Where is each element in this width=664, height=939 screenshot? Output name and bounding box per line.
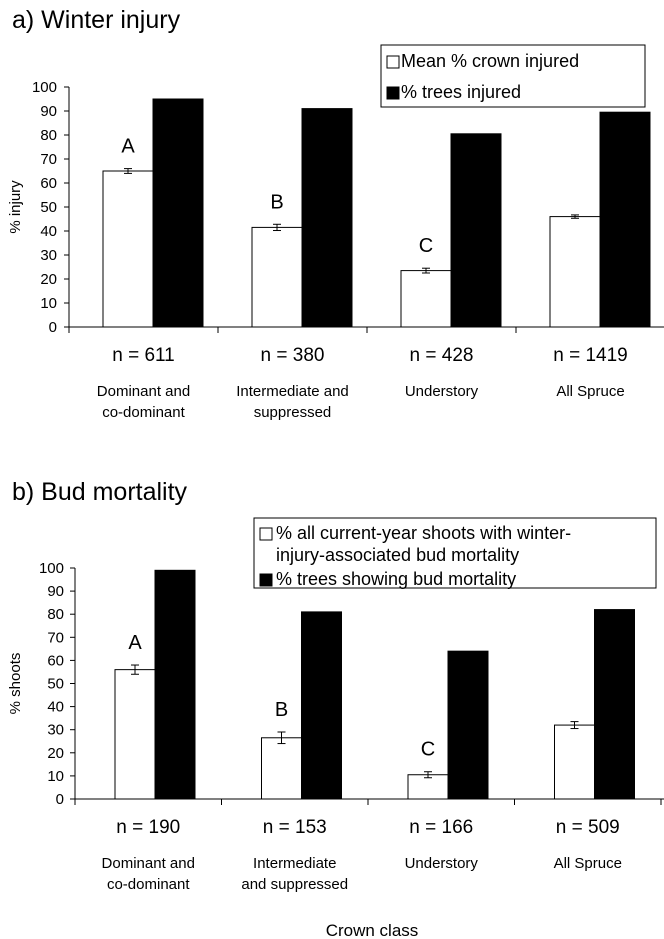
sample-size-label: n = 428 bbox=[410, 345, 474, 366]
bar-black bbox=[301, 611, 342, 800]
y-tick-label: 90 bbox=[47, 583, 64, 600]
legend-swatch bbox=[386, 86, 400, 100]
legend-swatch bbox=[259, 573, 273, 587]
significance-letter: C bbox=[419, 235, 433, 257]
y-tick-label: 40 bbox=[40, 223, 57, 240]
legend-entry: Mean % crown injured bbox=[401, 51, 579, 71]
significance-letter: A bbox=[128, 632, 142, 654]
significance-letter: B bbox=[275, 699, 288, 721]
y-tick-label: 100 bbox=[39, 560, 64, 577]
x-axis-label: Crown class bbox=[326, 921, 419, 939]
sample-size-label: n = 1419 bbox=[553, 345, 628, 366]
bar-black bbox=[447, 650, 489, 800]
bar-black bbox=[301, 108, 353, 328]
bar-white bbox=[251, 226, 303, 328]
y-tick-label: 80 bbox=[47, 606, 64, 623]
bar-white bbox=[407, 774, 449, 800]
sample-size-label: n = 190 bbox=[116, 817, 180, 838]
y-tick-label: 50 bbox=[47, 676, 64, 693]
category-label: All Spruce bbox=[554, 855, 622, 872]
y-tick-label: 20 bbox=[40, 271, 57, 288]
panel-bud-mortality: b) Bud mortality % shoots 0 10 20 30 40 50 60 70 8… bbox=[7, 478, 664, 893]
legend-entry: % trees showing bud mortality bbox=[276, 569, 516, 589]
y-tick-label: 20 bbox=[47, 745, 64, 762]
y-tick-label: 10 bbox=[40, 295, 57, 312]
y-tick-label: 100 bbox=[32, 79, 57, 96]
y-tick-label: 60 bbox=[47, 652, 64, 669]
y-tick-label: 60 bbox=[40, 175, 57, 192]
significance-letter: B bbox=[270, 191, 283, 213]
bar-white bbox=[102, 170, 154, 328]
bar-white bbox=[549, 216, 601, 328]
y-tick-label: 30 bbox=[40, 247, 57, 264]
bar-white bbox=[554, 724, 595, 800]
category-label: All Spruce bbox=[556, 383, 624, 400]
category-label: and suppressed bbox=[241, 876, 348, 893]
legend-box bbox=[253, 517, 657, 589]
bar-white bbox=[400, 270, 452, 328]
sample-size-label: n = 380 bbox=[261, 345, 325, 366]
y-tick-label: 0 bbox=[56, 791, 64, 808]
bar-black bbox=[594, 609, 635, 800]
y-tick-label: 70 bbox=[40, 151, 57, 168]
legend-entry: % all current-year shoots with winter- bbox=[276, 523, 571, 543]
sample-size-label: n = 166 bbox=[409, 817, 473, 838]
category-label: Understory bbox=[405, 855, 479, 872]
legend-box bbox=[380, 44, 646, 108]
y-tick-label: 70 bbox=[47, 629, 64, 646]
y-axis-label: % injury bbox=[7, 180, 24, 234]
legend-entry: injury-associated bud mortality bbox=[276, 545, 519, 565]
significance-letter: C bbox=[421, 739, 435, 761]
category-label: co-dominant bbox=[102, 404, 185, 421]
chart-title: b) Bud mortality bbox=[12, 478, 188, 506]
y-tick-label: 10 bbox=[47, 768, 64, 785]
category-label: Dominant and bbox=[102, 855, 195, 872]
bar-black bbox=[599, 111, 651, 328]
legend-swatch bbox=[386, 55, 400, 69]
legend-entry: % trees injured bbox=[401, 82, 521, 102]
y-tick-label: 0 bbox=[49, 319, 57, 336]
bar-white bbox=[261, 737, 302, 800]
sample-size-label: n = 153 bbox=[263, 817, 327, 838]
category-label: Dominant and bbox=[97, 383, 190, 400]
y-tick-label: 40 bbox=[47, 699, 64, 716]
sample-size-label: n = 509 bbox=[556, 817, 620, 838]
panel-winter-injury: a) Winter injury % injury 0 10 20 30 40 50 60 70 8… bbox=[7, 6, 664, 421]
category-label: suppressed bbox=[254, 404, 332, 421]
category-label: co-dominant bbox=[107, 876, 190, 893]
y-tick-label: 30 bbox=[47, 722, 64, 739]
bar-black bbox=[154, 569, 196, 800]
y-tick-label: 90 bbox=[40, 103, 57, 120]
y-tick-label: 80 bbox=[40, 127, 57, 144]
bar-white bbox=[114, 669, 156, 800]
bar-black bbox=[152, 98, 204, 328]
y-axis-label: % shoots bbox=[7, 653, 24, 715]
legend-swatch bbox=[259, 527, 273, 541]
category-label: Understory bbox=[405, 383, 479, 400]
category-label: Intermediate and bbox=[236, 383, 349, 400]
category-label: Intermediate bbox=[253, 855, 336, 872]
y-tick-label: 50 bbox=[40, 199, 57, 216]
sample-size-label: n = 611 bbox=[112, 345, 175, 366]
significance-letter: A bbox=[121, 136, 135, 158]
bar-black bbox=[450, 133, 502, 328]
chart-title: a) Winter injury bbox=[12, 6, 181, 34]
